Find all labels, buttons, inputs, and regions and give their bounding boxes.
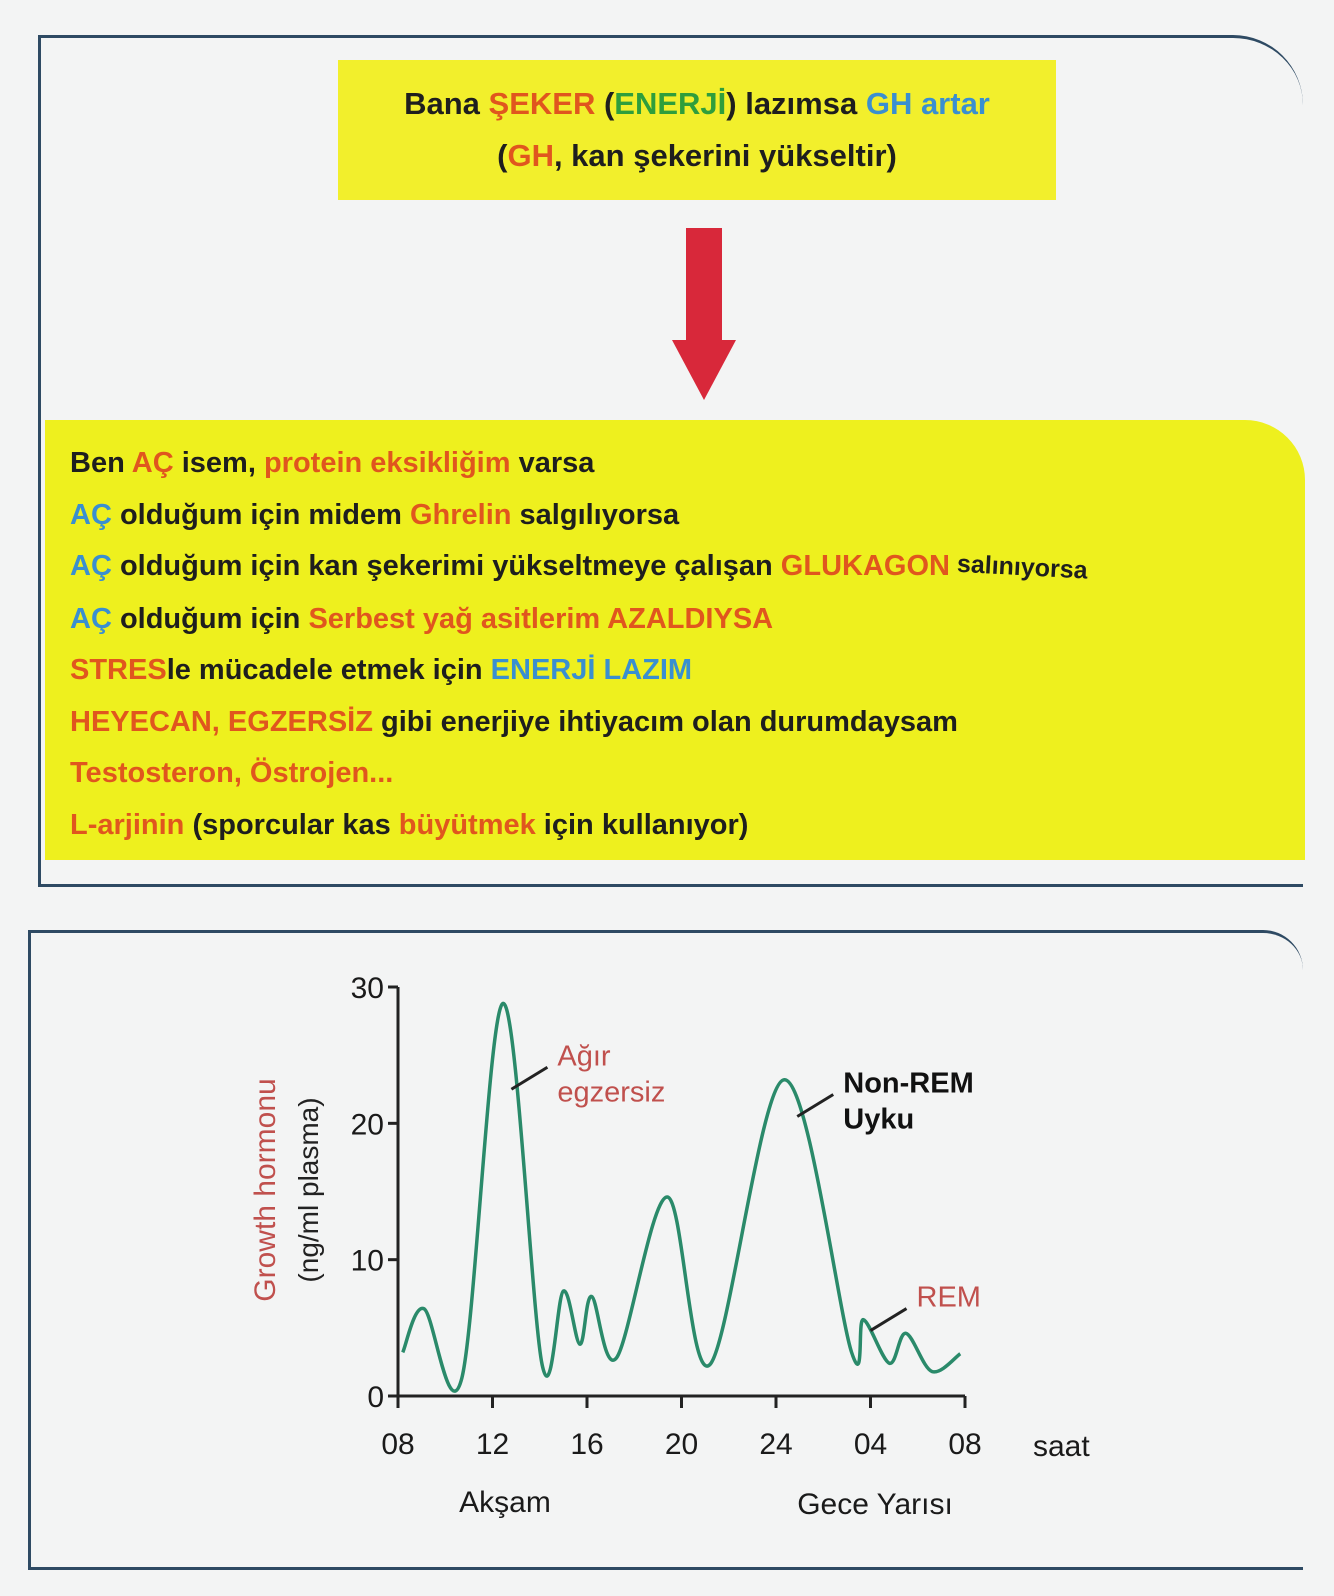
text-line: HEYECAN, EGZERSİZ gibi enerjiye ihtiyacı… — [70, 697, 1305, 749]
text-line: Testosteron, Östrojen... — [70, 748, 1305, 800]
text-segment: ENERJİ — [614, 86, 727, 121]
x-sublabel-midnight: Gece Yarısı — [797, 1488, 953, 1521]
annotation-label: Uyku — [843, 1104, 914, 1136]
text-segment: olduğum için kan şekerimi yükseltmeye ça… — [111, 550, 781, 582]
x-tick-label: 24 — [759, 1428, 792, 1461]
y-tick-label: 30 — [351, 972, 384, 1005]
text-segment: ( — [497, 138, 508, 173]
text-segment: AÇ — [70, 498, 112, 531]
text-segment: GH artar — [865, 86, 990, 121]
text-segment: AÇ — [70, 602, 112, 635]
text-segment: Testosteron, Östrojen... — [70, 757, 394, 789]
text-segment: olduğum için midem — [111, 498, 410, 531]
x-unit-label: saat — [1033, 1430, 1090, 1463]
y-tick-label: 20 — [351, 1108, 384, 1141]
chart-panel-frame — [28, 930, 1303, 1570]
text-segment: olduğum için — [111, 602, 309, 635]
text-segment: ŞEKER — [488, 86, 596, 121]
text-line: AÇ olduğum için midem Ghrelin salgılıyor… — [70, 490, 1305, 542]
text-segment: protein eksikliğim — [263, 447, 511, 479]
x-tick-label: 16 — [570, 1428, 603, 1461]
annotation-label: Non-REM — [843, 1068, 973, 1100]
text-line: AÇ olduğum için Serbest yağ asitlerim AZ… — [70, 594, 1305, 646]
text-segment: Ghrelin — [409, 498, 512, 531]
text-segment: , kan şekerini yükseltir) — [553, 138, 897, 173]
y-axis-title: Growth hormonu — [249, 1078, 282, 1301]
text-segment: Ben — [70, 447, 132, 479]
text-line: Ben AÇ isem, protein eksikliğim varsa — [70, 438, 1305, 490]
text-segment: Serbest yağ asitlerim AZALDIYSA — [308, 602, 774, 635]
text-segment: gibi enerjiye ihtiyacım olan durumdaysam — [372, 705, 958, 738]
y-tick-label: 0 — [367, 1381, 384, 1414]
annotation-label: egzersiz — [557, 1076, 665, 1108]
text-line: L-arjinin (sporcular kas büyütmek için k… — [70, 800, 1305, 852]
text-segment: (sporcular kas — [184, 808, 399, 841]
text-segment: GLUKAGON — [780, 550, 950, 582]
text-segment: büyütmek — [398, 808, 536, 841]
annotation-leader — [869, 1307, 908, 1332]
text-line: STRESle mücadele etmek için ENERJİ LAZIM — [70, 645, 1305, 697]
x-sublabel-evening: Akşam — [459, 1486, 551, 1519]
down-arrow-icon — [672, 228, 736, 400]
text-segment: le mücadele etmek için — [166, 654, 491, 686]
text-line: AÇ olduğum için kan şekerimi yükseltmeye… — [70, 541, 1305, 594]
text-segment: salgılıyorsa — [511, 498, 680, 531]
annotation-leader — [510, 1065, 549, 1091]
text-segment: STRES — [70, 654, 167, 686]
text-segment: varsa — [510, 447, 595, 479]
text-segment: ( — [595, 86, 615, 121]
x-tick-label: 04 — [854, 1428, 887, 1461]
summary-highlight-box: Bana ŞEKER (ENERJİ) lazımsa GH artar (GH,… — [338, 60, 1056, 200]
x-tick-label: 20 — [665, 1428, 698, 1461]
text-segment: AÇ — [131, 447, 174, 479]
annotation-label: REM — [917, 1282, 981, 1314]
text-segment: HEYECAN, EGZERSİZ — [70, 705, 373, 738]
text-segment: AÇ — [70, 550, 112, 582]
annotation-label: Ağır — [557, 1040, 611, 1072]
y-axis-unit: (ng/ml plasma) — [293, 1097, 324, 1282]
text-line: Bana ŞEKER (ENERJİ) lazımsa GH artar — [338, 78, 1056, 130]
text-segment: ENERJİ LAZIM — [490, 654, 693, 686]
annotation-leader — [796, 1093, 835, 1118]
y-tick-label: 10 — [351, 1245, 384, 1278]
x-tick-label: 08 — [948, 1428, 981, 1461]
text-segment: için kullanıyor) — [535, 808, 749, 841]
x-tick-label: 08 — [381, 1428, 414, 1461]
x-tick-label: 12 — [476, 1428, 509, 1461]
conditions-list-box: Ben AÇ isem, protein eksikliğim varsa AÇ … — [45, 420, 1305, 860]
text-segment: L-arjinin — [70, 808, 185, 841]
text-segment: isem, — [173, 447, 264, 479]
gh-curve — [401, 1001, 962, 1393]
text-segment: GH — [507, 138, 554, 173]
text-segment: ) lazımsa — [726, 86, 866, 121]
top-panel-frame — [38, 35, 1303, 887]
text-line: (GH, kan şekerini yükseltir) — [338, 130, 1056, 182]
text-segment: Bana — [404, 86, 489, 121]
